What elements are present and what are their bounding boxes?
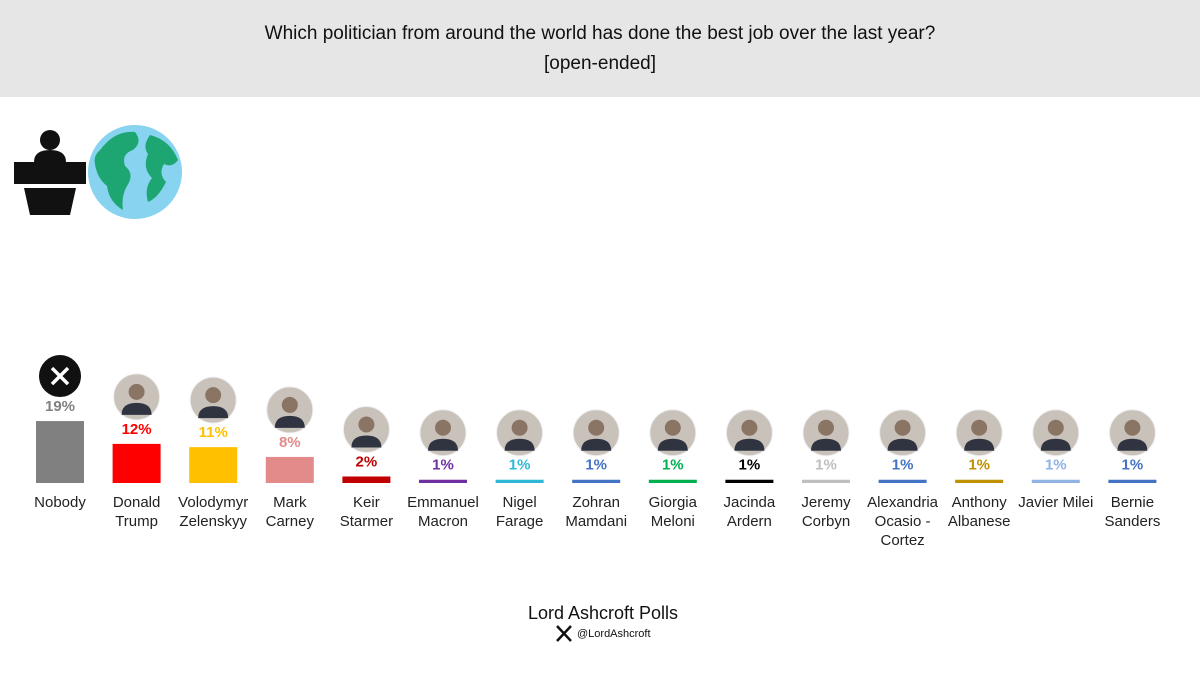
value-label: 19% (45, 398, 75, 415)
value-label: 1% (815, 457, 837, 474)
bar (802, 479, 850, 483)
portrait-head (818, 419, 834, 436)
bar (955, 479, 1004, 483)
x-tick-label: Anthony Albanese (947, 494, 1011, 530)
footer-handle: @LordAshcroft (577, 628, 651, 640)
x-tick-label: Giorgia Meloni (648, 494, 697, 530)
footer-title: Lord Ashcroft Polls (528, 603, 678, 623)
bar (112, 443, 161, 483)
portrait-head (1047, 419, 1064, 436)
value-label: 1% (892, 457, 914, 474)
x-tick-label: Donald Trump (112, 494, 161, 530)
bar (495, 479, 544, 483)
portrait-body (428, 438, 458, 451)
x-tick-label: Javier Milei (1018, 494, 1094, 511)
bar (572, 479, 621, 483)
portrait-head (511, 419, 528, 436)
bar (36, 421, 84, 483)
bar (265, 456, 314, 483)
x-tick-label: Bernie Sanders (1104, 494, 1161, 530)
podium-icon (14, 130, 86, 215)
x-tick-label: Keir Starmer (339, 494, 394, 530)
portrait-head (358, 416, 375, 433)
x-tick-label: Nobody (34, 494, 86, 511)
value-label: 1% (662, 457, 684, 474)
x-tick-label: Volodymyr Zelenskyy (178, 494, 249, 530)
portrait-head (435, 419, 451, 436)
bar (419, 479, 467, 483)
value-label: 12% (122, 421, 152, 438)
x-tick-label: Alexandria Ocasio - Cortez (867, 494, 939, 549)
globe-icon (88, 125, 182, 219)
portrait-head (894, 419, 911, 436)
portrait-body (198, 406, 229, 419)
portrait-body (121, 402, 152, 415)
portrait-head (741, 419, 758, 436)
x-tick-label: Nigel Farage (495, 494, 544, 530)
bar (342, 476, 391, 483)
portrait-body (351, 435, 382, 448)
chart-subtitle: [open-ended] (544, 53, 656, 74)
portrait-head (1124, 419, 1141, 436)
value-label: 1% (1122, 457, 1144, 474)
value-label: 1% (509, 457, 531, 474)
portrait-body (1117, 438, 1148, 451)
x-tick-label: Zohran Mamdani (565, 494, 628, 530)
bar (189, 447, 238, 483)
header-band (0, 0, 1200, 97)
nobody-cross (50, 366, 70, 386)
portrait-body (734, 438, 765, 451)
portrait-head (128, 383, 145, 400)
portrait-body (504, 438, 535, 451)
portrait-body (964, 438, 995, 451)
value-label: 1% (585, 457, 607, 474)
bar (878, 479, 927, 483)
x-tick-label: Jacinda Ardern (723, 494, 776, 530)
value-label: 11% (199, 424, 228, 441)
bar (725, 479, 774, 483)
portrait-body (811, 438, 841, 451)
value-label: 1% (968, 457, 990, 474)
bar (648, 479, 697, 483)
value-label: 1% (739, 457, 761, 474)
bar (1031, 479, 1080, 483)
bar (1108, 479, 1157, 483)
portrait-body (274, 415, 305, 428)
value-label: 1% (432, 457, 454, 474)
chart-title: Which politician from around the world h… (265, 23, 936, 44)
value-label: 2% (356, 453, 378, 470)
value-label: 8% (279, 434, 301, 451)
portrait-head (281, 396, 298, 413)
portrait-head (588, 419, 605, 436)
x-tick-label: Jeremy Corbyn (801, 494, 851, 530)
x-tick-label: Emmanuel Macron (407, 494, 479, 530)
portrait-head (205, 387, 222, 404)
portrait-body (1040, 438, 1071, 451)
portrait-body (887, 438, 918, 451)
portrait-body (581, 438, 612, 451)
portrait-head (971, 419, 988, 436)
x-logo (556, 625, 572, 642)
x-tick-label: Mark Carney (265, 494, 314, 530)
value-label: 1% (1045, 457, 1067, 474)
portrait-body (657, 438, 688, 451)
portrait-head (664, 419, 681, 436)
